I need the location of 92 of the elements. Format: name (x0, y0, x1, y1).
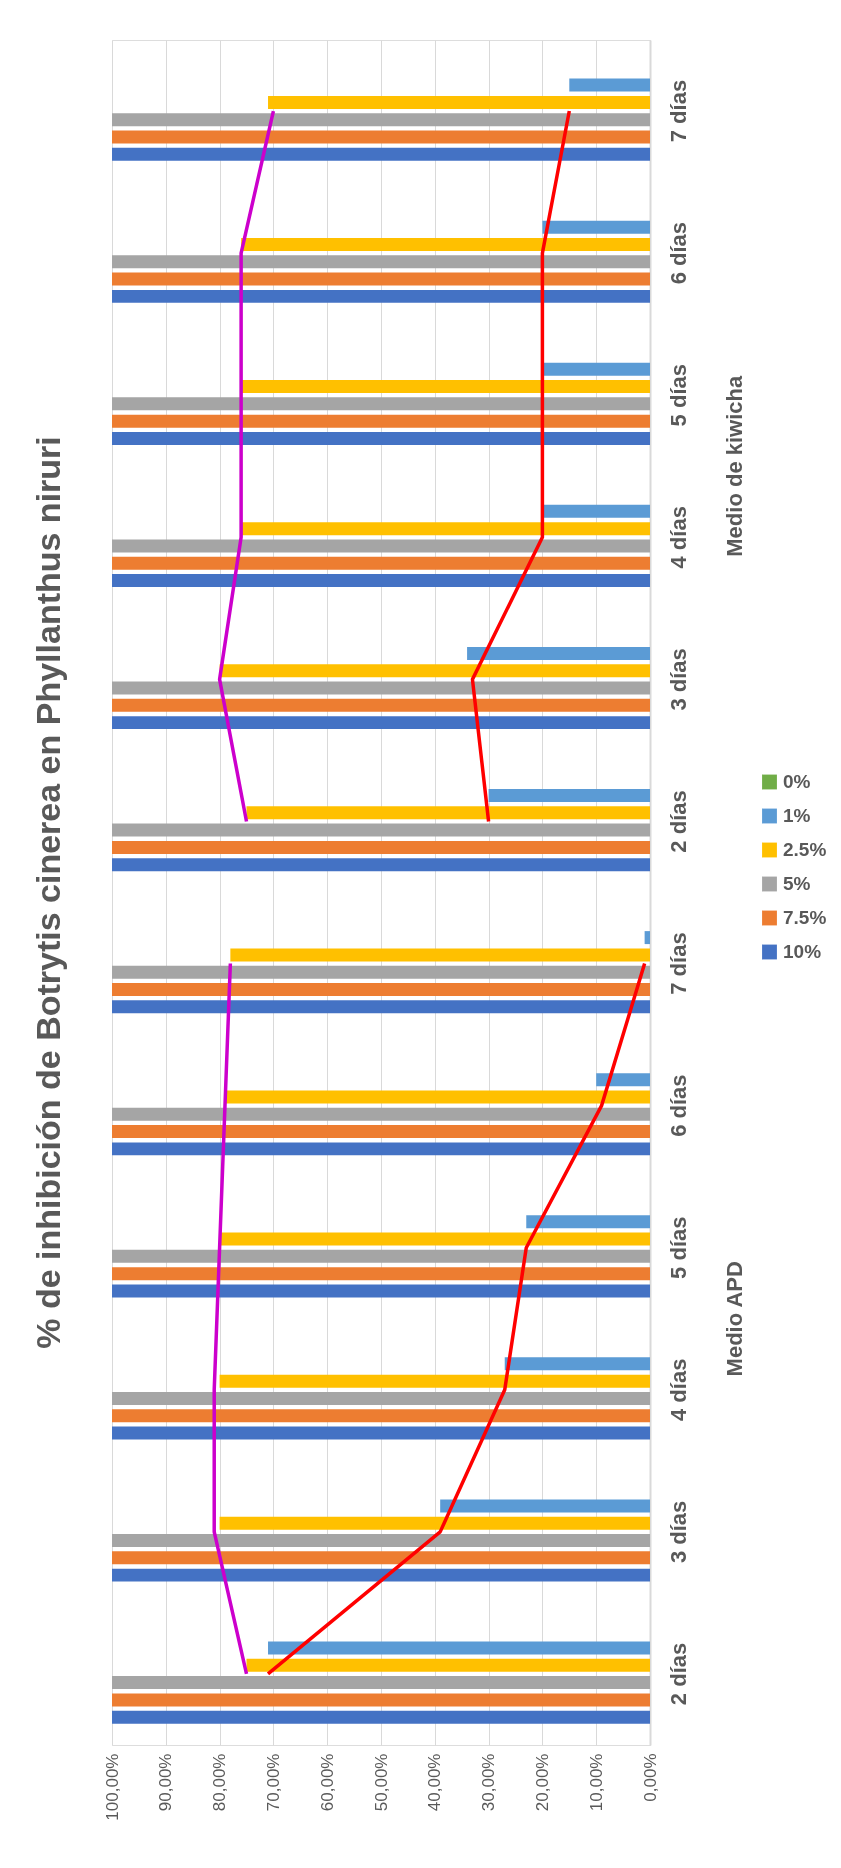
bar (241, 522, 650, 536)
bar (241, 380, 650, 394)
bar (112, 556, 650, 570)
x-tick-label: 100,00% (102, 1753, 122, 1821)
legend-label: 7.5% (783, 907, 827, 928)
bar (440, 1499, 650, 1513)
y-tick-label: 2 días (665, 1642, 691, 1706)
x-tick-label: 20,00% (532, 1753, 552, 1812)
bar (219, 1374, 650, 1388)
bar (542, 362, 650, 376)
y-tick-label: 4 días (665, 1358, 691, 1421)
bar (112, 1551, 650, 1565)
bar (112, 1000, 650, 1014)
y-tick-label: 3 días (665, 648, 691, 711)
bar (112, 1409, 650, 1423)
bar (112, 1284, 650, 1298)
bar (112, 1693, 650, 1707)
bar (112, 574, 650, 588)
y-tick-label: 7 días (665, 79, 691, 143)
legend-label: 1% (783, 805, 811, 826)
x-tick-label: 60,00% (317, 1753, 337, 1812)
bar (112, 147, 650, 161)
bar (467, 646, 650, 660)
bar (112, 289, 650, 303)
x-tick-label: 10,00% (586, 1753, 606, 1812)
text: % de inhibición de Botrytis cinerea en Phyllanthus niruri (29, 436, 67, 1349)
y-tick-label: 7 días (665, 932, 691, 995)
bar (112, 681, 650, 695)
y-tick-label: 3 días (665, 1500, 691, 1564)
x-tick-label: 0,00% (640, 1753, 660, 1802)
bar (246, 806, 650, 820)
y-tick-label: 5 días (665, 364, 691, 427)
bar (112, 1107, 650, 1121)
bar (112, 1676, 650, 1690)
bar (224, 1090, 650, 1104)
y-tick-label: 6 días (665, 221, 691, 285)
bar (112, 1142, 650, 1156)
x-tick-label: 50,00% (371, 1753, 391, 1812)
bar (542, 504, 650, 518)
bar (246, 1658, 650, 1672)
bar (112, 1710, 650, 1724)
legend-label: 5% (783, 873, 811, 894)
text: Medio APD (722, 1261, 747, 1377)
bar (112, 1534, 650, 1548)
bar (112, 414, 650, 428)
bar (526, 1215, 650, 1229)
bar (112, 1249, 650, 1263)
bar (112, 716, 650, 730)
legend-label: 2.5% (783, 839, 827, 860)
bar (268, 1641, 650, 1655)
bar (112, 1125, 650, 1139)
bar (112, 130, 650, 144)
legend-label: 0% (783, 771, 811, 792)
bar (112, 698, 650, 712)
y-tick-label: 5 días (665, 1216, 691, 1279)
bar (488, 789, 650, 802)
y-tick-label: 2 días (665, 790, 691, 853)
bar (219, 1516, 650, 1530)
text: Medio de kiwicha (722, 375, 747, 557)
bar (112, 255, 650, 269)
bar (112, 858, 650, 872)
bar (112, 539, 650, 553)
y-tick-label: 4 días (665, 506, 691, 569)
bar (644, 931, 650, 945)
bar (230, 948, 650, 962)
bar (268, 95, 650, 109)
bar (504, 1357, 650, 1371)
bar (219, 1232, 650, 1246)
x-tick-label: 30,00% (479, 1753, 499, 1812)
x-tick-label: 80,00% (210, 1753, 230, 1812)
bar (219, 664, 650, 678)
bar (112, 1267, 650, 1281)
bar (569, 78, 650, 92)
y-tick-label: 6 días (665, 1074, 691, 1137)
bar (112, 823, 650, 837)
bar (112, 1391, 650, 1405)
x-tick-label: 70,00% (263, 1753, 283, 1812)
bar (112, 1568, 650, 1582)
bar (112, 1426, 650, 1440)
x-tick-label: 90,00% (156, 1753, 176, 1812)
bar (112, 397, 650, 411)
bar (596, 1073, 650, 1087)
bar (112, 840, 650, 854)
bar (112, 965, 650, 979)
bar (542, 220, 650, 234)
x-tick-label: 40,00% (425, 1753, 445, 1812)
legend-label: 10% (783, 941, 822, 962)
bar (112, 272, 650, 286)
bar (241, 237, 650, 251)
bar (112, 113, 650, 127)
bar (112, 983, 650, 996)
bar (112, 431, 650, 445)
